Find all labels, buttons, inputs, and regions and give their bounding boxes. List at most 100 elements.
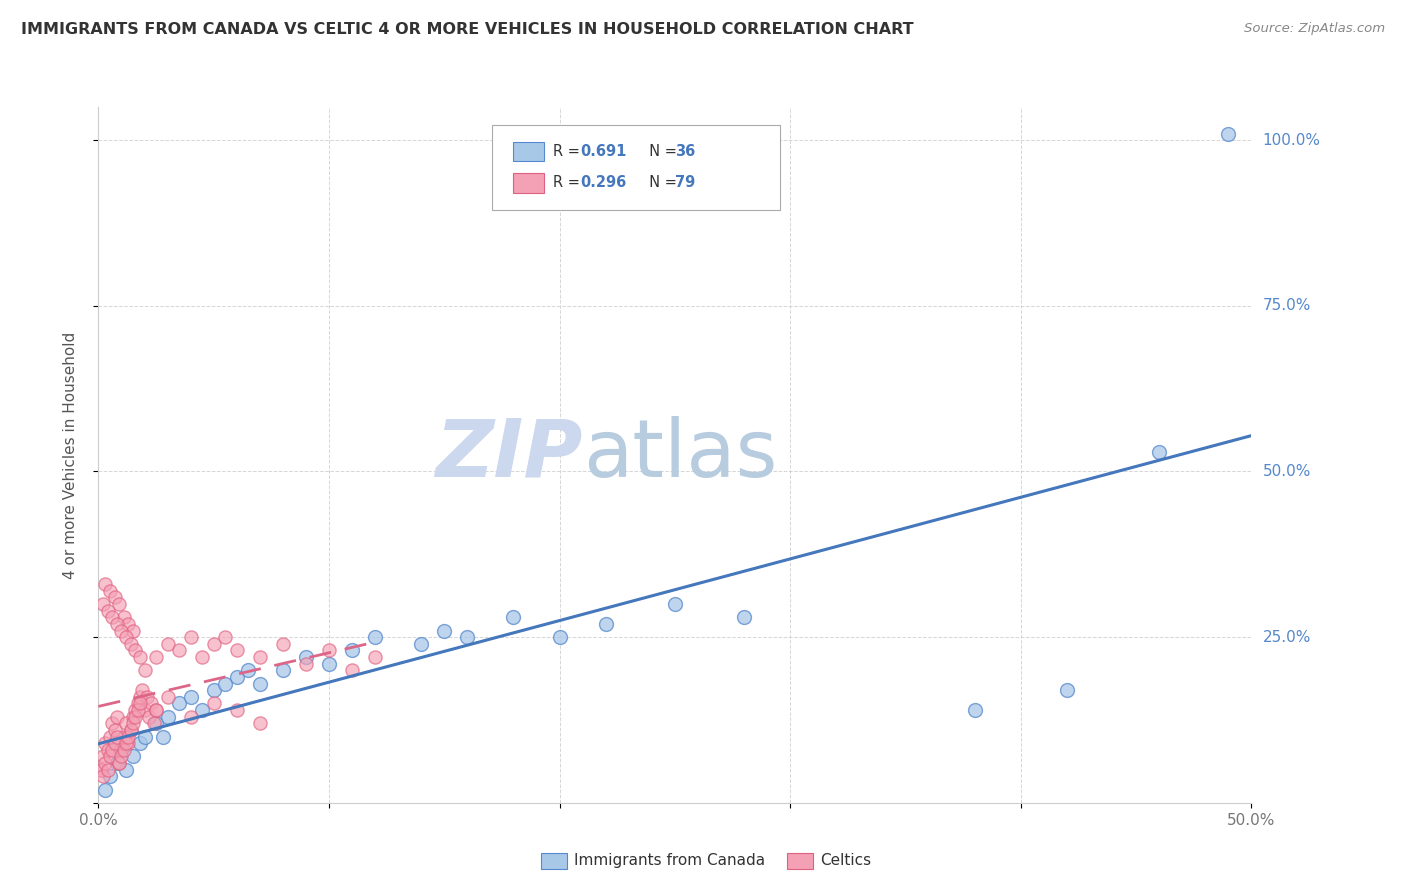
Point	[225, 670, 247, 684]
Text: 50.0%: 50.0%	[1263, 464, 1310, 479]
Point	[249, 716, 271, 731]
Point	[152, 730, 174, 744]
Point	[156, 690, 179, 704]
Point	[129, 650, 152, 665]
Point	[502, 610, 524, 624]
Point	[145, 703, 167, 717]
Point	[112, 610, 135, 624]
Text: 79: 79	[675, 176, 695, 190]
Point	[180, 630, 202, 644]
Point	[117, 616, 139, 631]
Point	[134, 703, 156, 717]
Point	[134, 663, 156, 677]
Point	[112, 730, 135, 744]
Point	[97, 763, 120, 777]
Point	[115, 763, 138, 777]
Point	[249, 650, 271, 665]
Point	[340, 643, 363, 657]
Point	[103, 723, 125, 737]
Point	[456, 630, 478, 644]
Point	[1218, 127, 1240, 141]
Point	[101, 743, 124, 757]
Point	[156, 709, 179, 723]
Point	[94, 736, 117, 750]
Point	[90, 763, 112, 777]
Point	[167, 643, 190, 657]
Text: 25.0%: 25.0%	[1263, 630, 1310, 645]
Point	[214, 676, 236, 690]
Text: 75.0%: 75.0%	[1263, 298, 1310, 313]
Text: N =: N =	[640, 176, 682, 190]
Text: Immigrants from Canada: Immigrants from Canada	[574, 854, 765, 868]
Point	[98, 749, 121, 764]
Point	[138, 709, 160, 723]
Point	[127, 697, 149, 711]
Point	[127, 703, 149, 717]
Point	[1147, 444, 1170, 458]
Point	[129, 697, 152, 711]
Point	[225, 643, 247, 657]
Point	[340, 663, 363, 677]
Point	[98, 769, 121, 783]
Point	[91, 769, 114, 783]
Point	[411, 637, 433, 651]
Text: R =: R =	[553, 145, 583, 159]
Point	[156, 637, 179, 651]
Point	[103, 736, 125, 750]
Point	[145, 716, 167, 731]
Point	[135, 690, 157, 704]
Point	[733, 610, 755, 624]
Point	[91, 597, 114, 611]
Point	[364, 650, 387, 665]
Point	[963, 703, 986, 717]
Point	[364, 630, 387, 644]
Text: 0.296: 0.296	[581, 176, 627, 190]
Text: Source: ZipAtlas.com: Source: ZipAtlas.com	[1244, 22, 1385, 36]
Point	[318, 657, 340, 671]
Point	[120, 723, 142, 737]
Point	[142, 716, 165, 731]
Point	[122, 624, 145, 638]
Point	[122, 749, 145, 764]
Point	[105, 709, 128, 723]
Point	[271, 663, 294, 677]
Text: R =: R =	[553, 176, 583, 190]
Point	[108, 756, 131, 770]
Point	[115, 736, 138, 750]
Text: 36: 36	[675, 145, 695, 159]
Point	[91, 749, 114, 764]
Text: ZIP: ZIP	[436, 416, 582, 494]
Text: atlas: atlas	[582, 416, 778, 494]
Point	[115, 716, 138, 731]
Point	[98, 583, 121, 598]
Y-axis label: 4 or more Vehicles in Household: 4 or more Vehicles in Household	[63, 331, 77, 579]
Text: N =: N =	[640, 145, 682, 159]
Point	[105, 730, 128, 744]
Point	[120, 723, 142, 737]
Point	[108, 756, 131, 770]
Point	[97, 743, 120, 757]
Point	[124, 703, 146, 717]
Point	[548, 630, 571, 644]
Point	[122, 716, 145, 731]
Point	[433, 624, 456, 638]
Point	[202, 683, 225, 698]
Point	[94, 756, 117, 770]
Point	[202, 637, 225, 651]
Point	[105, 756, 128, 770]
Point	[134, 730, 156, 744]
Point	[202, 697, 225, 711]
Point	[103, 591, 125, 605]
Point	[664, 597, 686, 611]
Point	[124, 643, 146, 657]
Point	[110, 749, 132, 764]
Point	[214, 630, 236, 644]
Point	[122, 709, 145, 723]
Point	[145, 703, 167, 717]
Point	[191, 650, 214, 665]
Point	[225, 703, 247, 717]
Point	[98, 730, 121, 744]
Point	[271, 637, 294, 651]
Point	[167, 697, 190, 711]
Point	[180, 690, 202, 704]
